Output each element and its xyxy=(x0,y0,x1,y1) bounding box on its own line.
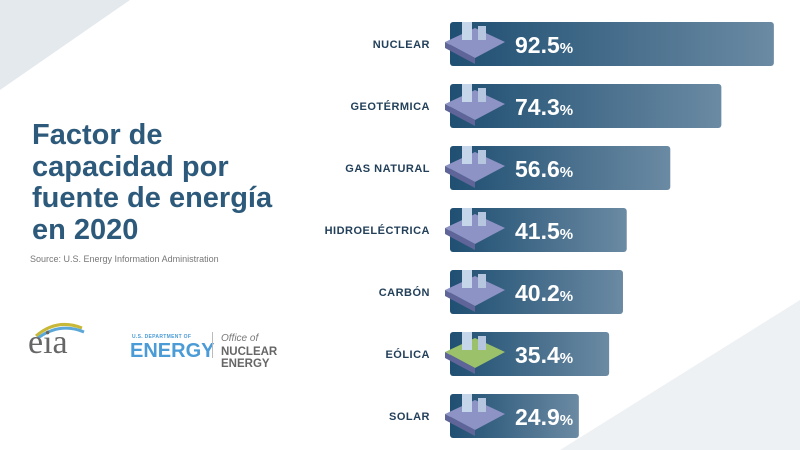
nuclear-energy-logo: NUCLEAR ENERGY xyxy=(221,346,278,370)
title-line: fuente de energía xyxy=(32,182,273,214)
coal-mine-icon xyxy=(445,270,505,312)
category-label: GAS NATURAL xyxy=(345,163,430,175)
doe-logo-small: U.S. DEPARTMENT OF xyxy=(132,334,192,340)
category-label: SOLAR xyxy=(389,411,430,423)
nuclear-plant-icon xyxy=(445,22,505,64)
eia-logo: eia xyxy=(28,324,68,361)
bar xyxy=(450,270,623,314)
office-of: Office of xyxy=(221,333,259,344)
wind-turbines-icon xyxy=(445,332,505,374)
doe-logo: ENERGY xyxy=(130,340,215,362)
divider xyxy=(212,332,213,358)
title-line: Factor de xyxy=(32,119,163,151)
eia-arc-icon xyxy=(35,322,85,338)
category-label: CARBÓN xyxy=(379,286,430,299)
bar xyxy=(450,84,722,128)
category-label: HIDROELÉCTRICA xyxy=(325,224,430,237)
value-label: 74.3% xyxy=(515,94,573,120)
source-note: Source: U.S. Energy Information Administ… xyxy=(30,254,219,264)
bar xyxy=(450,208,627,252)
category-label: EÓLICA xyxy=(385,348,430,361)
logos: eia U.S. DEPARTMENT OF ENERGY Office of … xyxy=(28,318,318,370)
category-label: NUCLEAR xyxy=(373,39,430,51)
geothermal-plant-icon xyxy=(445,84,505,126)
title-line: capacidad por xyxy=(32,150,229,183)
bar xyxy=(450,146,671,190)
bar xyxy=(450,332,610,376)
page-title: Factor de capacidad por fuente de energí… xyxy=(32,119,273,246)
solar-panels-icon xyxy=(445,394,505,436)
hydro-dam-icon xyxy=(445,208,505,250)
bar xyxy=(450,22,774,66)
category-label: GEOTÉRMICA xyxy=(350,100,430,113)
title-line: en 2020 xyxy=(32,213,139,246)
gas-plant-icon xyxy=(445,146,505,188)
